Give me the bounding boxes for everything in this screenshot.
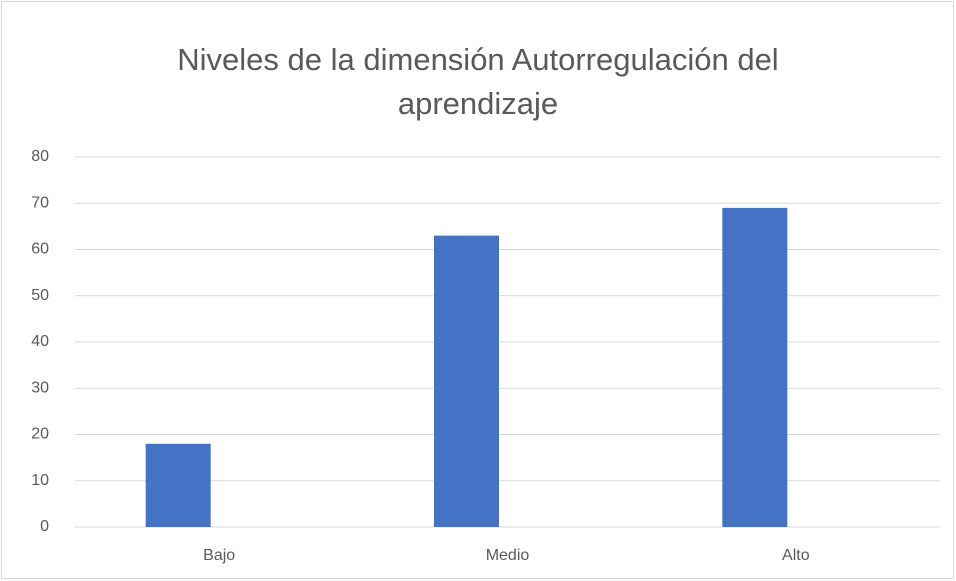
bar <box>434 235 499 527</box>
y-tick-label: 70 <box>31 194 49 211</box>
y-tick-label: 10 <box>31 472 49 489</box>
x-tick-label: Bajo <box>203 547 235 564</box>
bar <box>145 443 211 527</box>
y-tick-label: 80 <box>31 148 49 165</box>
y-tick-label: 60 <box>31 241 49 258</box>
y-tick-label: 30 <box>31 379 49 396</box>
y-tick-label: 50 <box>31 287 49 304</box>
y-tick-label: 0 <box>40 518 49 535</box>
y-tick-label: 20 <box>31 426 49 443</box>
x-tick-label: Alto <box>782 547 810 564</box>
chart-title: Niveles de la dimensión Autorregulación … <box>177 42 779 121</box>
x-tick-label: Medio <box>486 547 530 564</box>
bar <box>722 207 788 527</box>
y-tick-label: 40 <box>31 333 49 350</box>
